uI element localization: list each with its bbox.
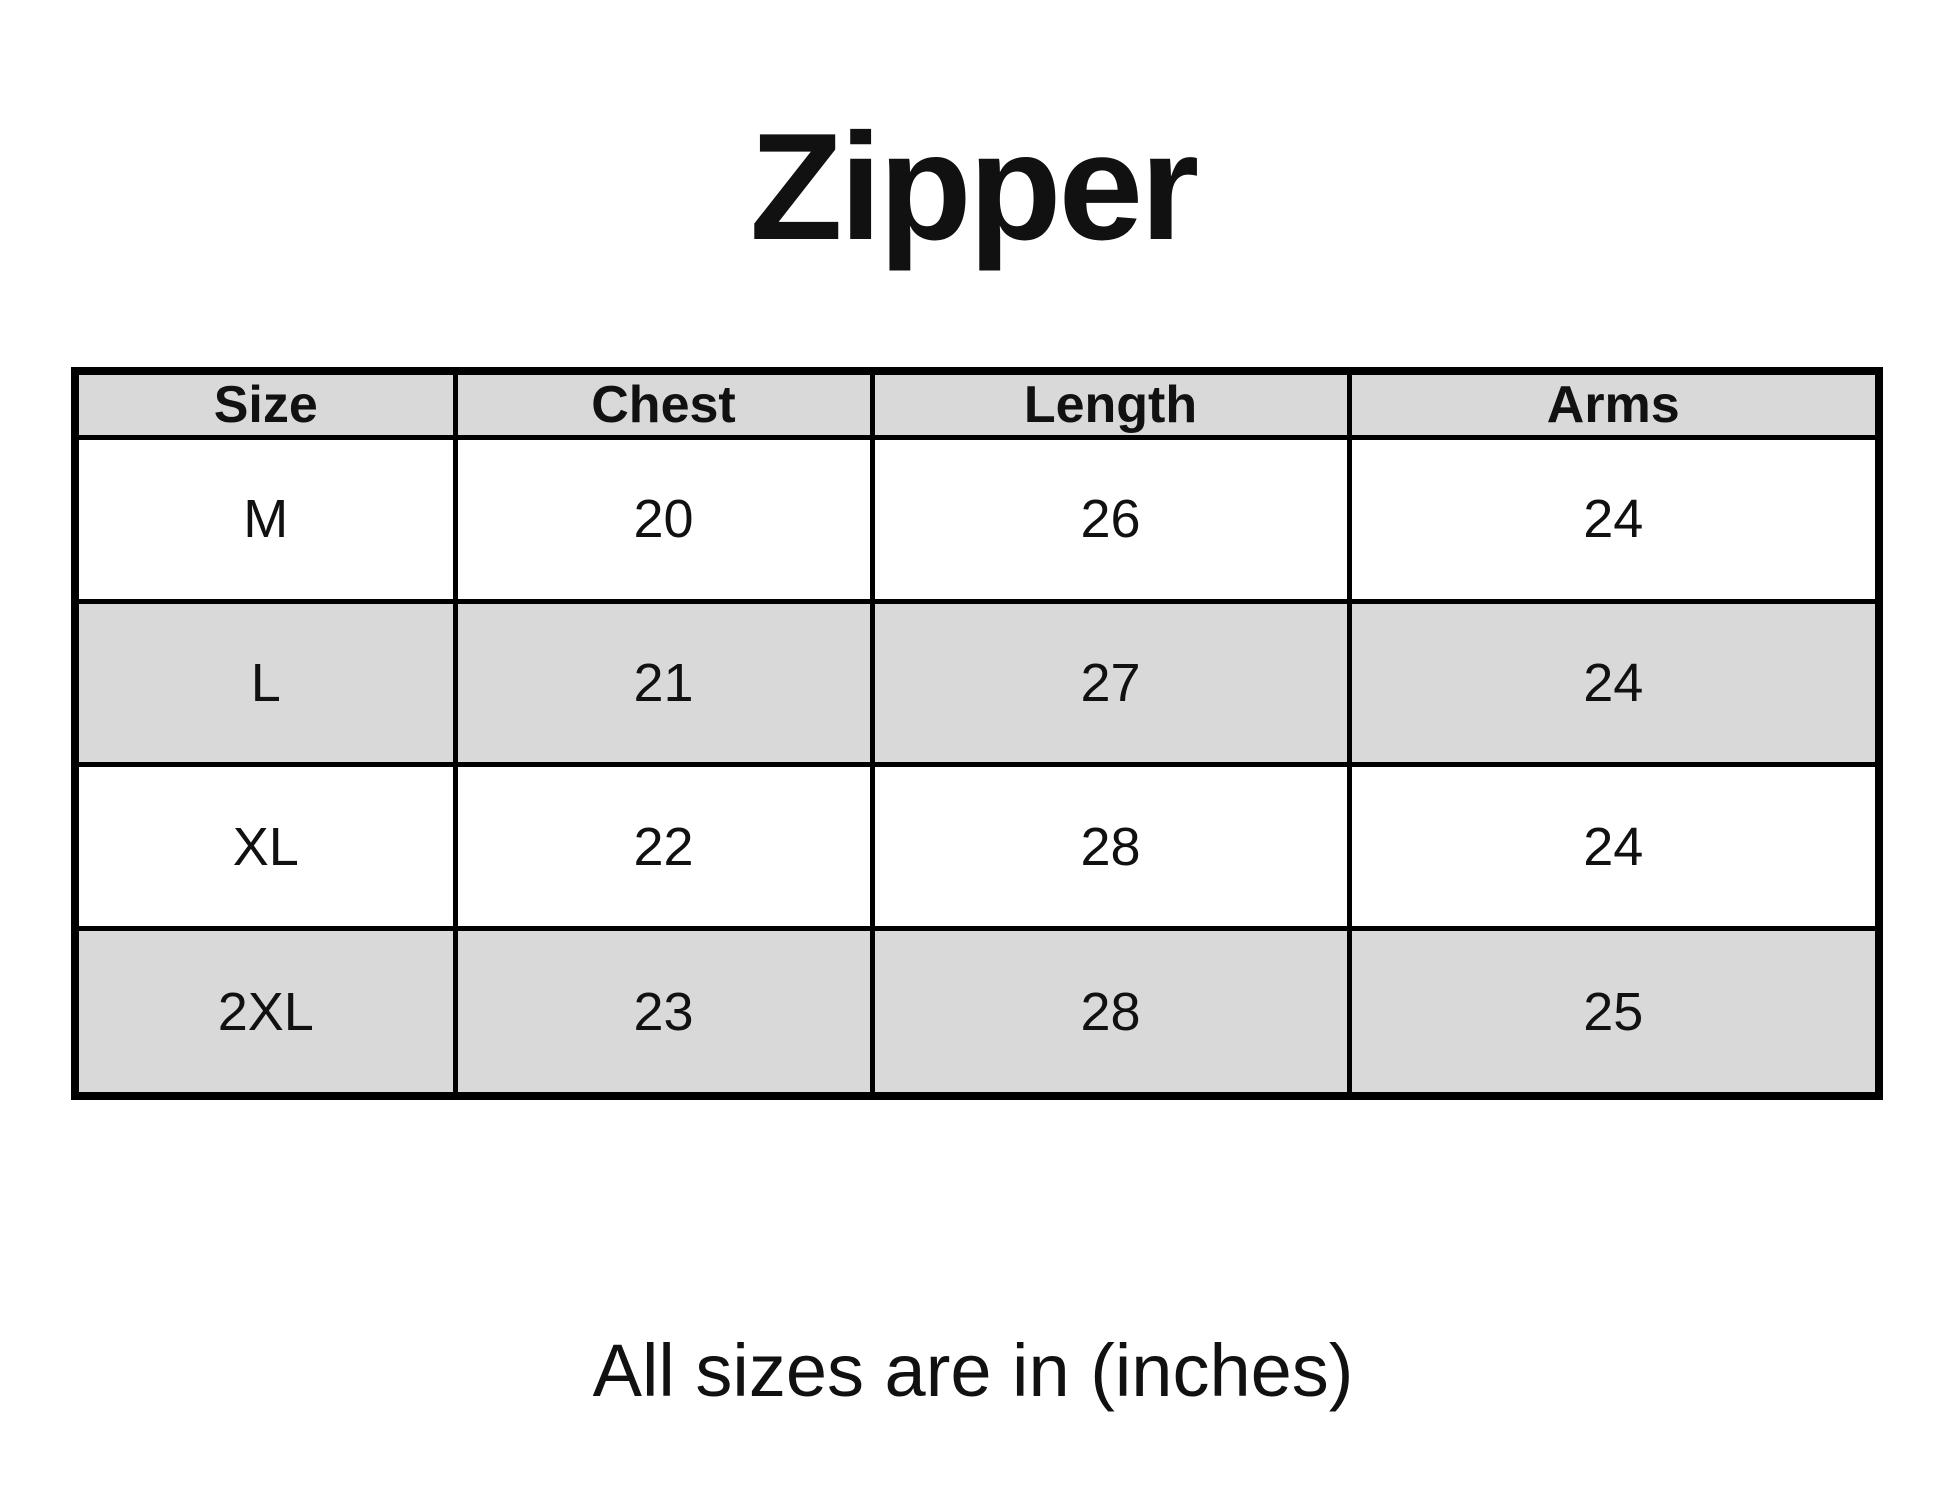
column-header-chest: Chest [452,368,875,440]
cell-chest: 22 [452,762,875,932]
cell-length: 26 [869,435,1352,604]
cell-chest: 20 [452,435,875,604]
units-note: All sizes are in (inches) [592,1329,1354,1412]
cell-arms: 24 [1346,598,1882,768]
cell-length: 28 [869,762,1352,932]
cell-length: 28 [869,926,1352,1099]
cell-chest: 23 [452,926,875,1099]
column-header-arms: Arms [1346,368,1882,440]
cell-size: 2XL [72,926,458,1099]
cell-size: L [72,598,458,768]
column-header-length: Length [869,368,1352,440]
cell-arms: 24 [1346,435,1882,604]
cell-size: M [72,435,458,604]
cell-arms: 24 [1346,762,1882,932]
cell-arms: 25 [1346,926,1882,1099]
column-header-size: Size [72,368,458,440]
table-row-2xl: 2XL 23 28 25 [72,926,1882,1099]
size-chart-table: Size Chest Length Arms M 20 26 24 L 21 2… [71,367,1883,1100]
cell-chest: 21 [452,598,875,768]
cell-length: 27 [869,598,1352,768]
cell-size: XL [72,762,458,932]
page-title: Zipper [749,102,1199,272]
table-row-xl: XL 22 28 24 [72,762,1882,932]
table-header-row: Size Chest Length Arms [72,368,1882,440]
table-row-l: L 21 27 24 [72,598,1882,768]
table-row-m: M 20 26 24 [72,435,1882,604]
